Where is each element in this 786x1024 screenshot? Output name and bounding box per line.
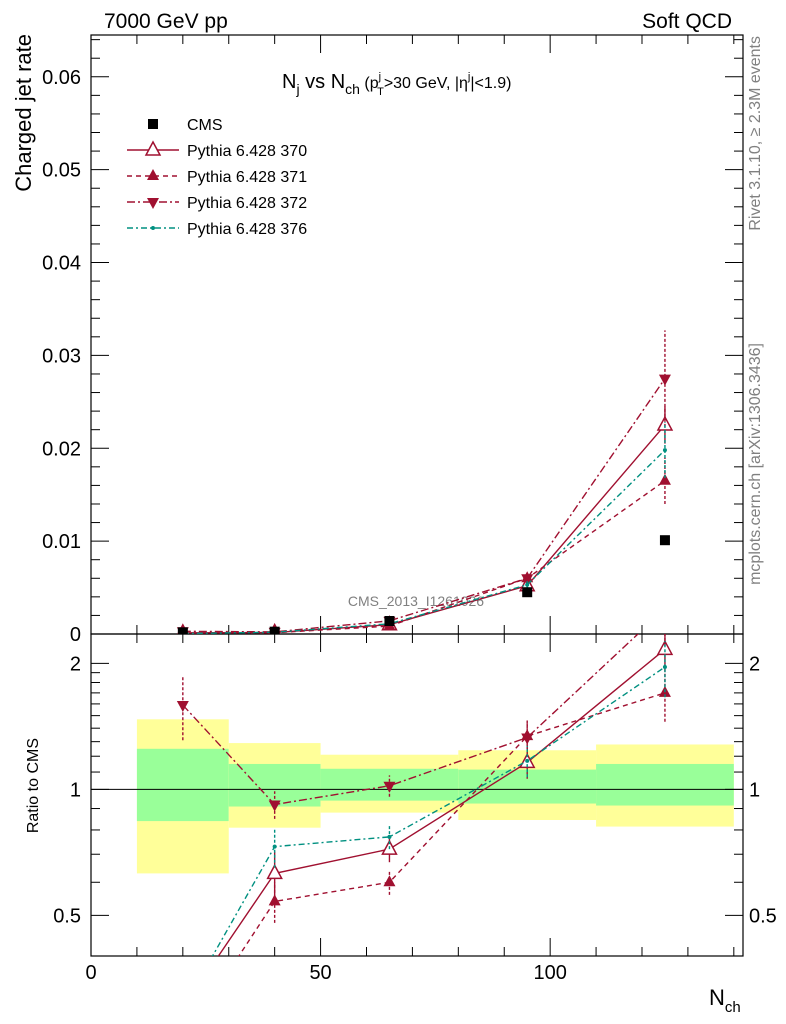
legend-marker bbox=[151, 226, 155, 230]
legend-marker bbox=[147, 169, 159, 180]
legend-marker bbox=[144, 140, 162, 156]
ratio-series-group bbox=[176, 605, 674, 1013]
main-point bbox=[521, 574, 534, 586]
data-point bbox=[522, 587, 533, 598]
ratio-line-1 bbox=[238, 692, 666, 956]
band-inner-1 bbox=[228, 763, 321, 807]
ratio-ytick-label-right: 1 bbox=[749, 779, 760, 801]
ratio-ytick-label-left: 0.5 bbox=[53, 905, 81, 927]
ratio-point bbox=[176, 1000, 190, 1013]
data-point bbox=[659, 535, 670, 546]
main-point bbox=[658, 473, 671, 485]
main-ytick-label: 0.01 bbox=[42, 531, 81, 553]
xtick-label: 50 bbox=[309, 962, 331, 984]
main-line-2 bbox=[182, 480, 666, 634]
analysis-watermark: CMS_2013_I1261026 bbox=[348, 593, 484, 609]
main-series-group bbox=[176, 330, 674, 634]
data-point bbox=[177, 627, 188, 634]
main-point bbox=[662, 448, 667, 453]
main-line-3 bbox=[182, 378, 666, 633]
legend: CMS Pythia 6.428 370 Pythia 6.428 371 Pythi… bbox=[127, 117, 307, 238]
main-ytick-label: 0.02 bbox=[42, 438, 81, 460]
main-ylabel: Charged jet rate bbox=[11, 34, 36, 192]
main-ytick-label: 0.03 bbox=[42, 345, 81, 367]
main-ytick-label: 0 bbox=[70, 624, 81, 646]
ratio-frame bbox=[90, 633, 744, 957]
ratio-ytick-label-right: 2 bbox=[749, 653, 760, 675]
ratio-uncertainty-bands bbox=[91, 719, 743, 874]
legend-marker bbox=[147, 198, 159, 209]
ratio-point bbox=[525, 758, 530, 763]
ratio-ytick-label-left: 1 bbox=[70, 779, 81, 801]
main-plot-title: Nj vs Nch (pj T>30 GeV, |ηj|<1.9) bbox=[282, 71, 511, 98]
ratio-point bbox=[521, 733, 534, 745]
header-left: 7000 GeV pp bbox=[104, 10, 228, 33]
legend-label: CMS bbox=[187, 117, 223, 134]
ratio-ytick-label-right: 0.5 bbox=[749, 905, 777, 927]
legend-marker bbox=[148, 119, 158, 129]
side-text-bottom: mcplots.cern.ch [arXiv:1306.3436] bbox=[747, 343, 764, 585]
main-point bbox=[525, 582, 530, 587]
band-inner-0 bbox=[136, 748, 229, 822]
legend-label: Pythia 6.428 372 bbox=[187, 195, 307, 212]
main-ytick-label: 0.05 bbox=[42, 160, 81, 182]
ratio-point bbox=[659, 605, 671, 616]
ratio-point bbox=[266, 863, 283, 880]
ratio-point bbox=[383, 875, 396, 887]
legend-label: Pythia 6.428 370 bbox=[187, 143, 307, 160]
legend-label: Pythia 6.428 376 bbox=[187, 221, 307, 238]
ratio-line-3 bbox=[211, 666, 666, 956]
main-point bbox=[658, 374, 671, 386]
ratio-line-0 bbox=[217, 648, 666, 956]
ratio-point bbox=[383, 781, 396, 793]
ratio-ytick-label-left: 2 bbox=[70, 653, 81, 675]
ratio-point bbox=[662, 665, 667, 670]
ratio-point bbox=[268, 800, 281, 812]
band-inner-4 bbox=[596, 763, 734, 806]
header-right: Soft QCD bbox=[642, 10, 732, 33]
x-axis-label: Nch bbox=[709, 985, 741, 1016]
series-lines bbox=[176, 330, 674, 1013]
xtick-label: 0 bbox=[85, 962, 96, 984]
main-ytick-label: 0.06 bbox=[42, 67, 81, 89]
data-point bbox=[269, 626, 280, 634]
ratio-point bbox=[268, 894, 281, 906]
data-point bbox=[384, 615, 395, 626]
ratio-point bbox=[181, 1006, 185, 1010]
main-ytick-label: 0.04 bbox=[42, 253, 81, 275]
axes: 0 0.01 0.02 0.03 0.04 0.05 0.06 0 50 100 0.5 0.5 1 1 2… bbox=[42, 34, 777, 984]
legend-label: Pythia 6.428 371 bbox=[187, 169, 307, 186]
side-text-top: Rivet 3.1.10, ≥ 2.3M events bbox=[747, 36, 764, 231]
ratio-point bbox=[176, 701, 189, 713]
ratio-point bbox=[272, 844, 277, 849]
ratio-point bbox=[387, 834, 392, 839]
xtick-label: 100 bbox=[533, 962, 566, 984]
ratio-ylabel: Ratio to CMS bbox=[25, 738, 42, 833]
